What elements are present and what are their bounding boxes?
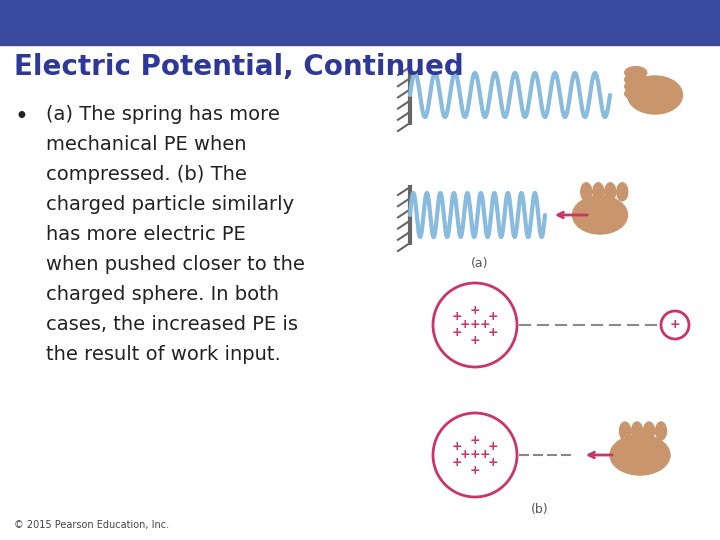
Text: +: + bbox=[469, 434, 480, 447]
Ellipse shape bbox=[628, 76, 683, 114]
Text: +: + bbox=[487, 456, 498, 469]
Text: +: + bbox=[469, 334, 480, 347]
Ellipse shape bbox=[644, 422, 654, 440]
Text: +: + bbox=[459, 319, 470, 332]
Text: +: + bbox=[487, 310, 498, 323]
Ellipse shape bbox=[625, 66, 647, 79]
Text: +: + bbox=[451, 327, 462, 340]
Ellipse shape bbox=[605, 183, 616, 201]
Ellipse shape bbox=[610, 435, 670, 475]
Text: +: + bbox=[469, 303, 480, 316]
Ellipse shape bbox=[619, 422, 631, 440]
Text: (a): (a) bbox=[472, 257, 489, 270]
Ellipse shape bbox=[655, 422, 667, 440]
Ellipse shape bbox=[581, 183, 592, 201]
Text: mechanical PE when: mechanical PE when bbox=[46, 135, 246, 154]
Ellipse shape bbox=[572, 196, 628, 234]
Text: +: + bbox=[451, 310, 462, 323]
Text: +: + bbox=[469, 463, 480, 476]
Text: charged sphere. In both: charged sphere. In both bbox=[46, 285, 279, 304]
Ellipse shape bbox=[625, 73, 647, 86]
Text: +: + bbox=[469, 319, 480, 332]
Text: compressed. (b) The: compressed. (b) The bbox=[46, 165, 247, 184]
Text: +: + bbox=[480, 449, 490, 462]
Text: © 2015 Pearson Education, Inc.: © 2015 Pearson Education, Inc. bbox=[14, 520, 169, 530]
Text: +: + bbox=[487, 441, 498, 454]
Text: •: • bbox=[14, 105, 28, 129]
Ellipse shape bbox=[625, 87, 647, 99]
Text: charged particle similarly: charged particle similarly bbox=[46, 195, 294, 214]
Text: +: + bbox=[459, 449, 470, 462]
Ellipse shape bbox=[617, 183, 628, 201]
Circle shape bbox=[661, 311, 689, 339]
Ellipse shape bbox=[593, 183, 604, 201]
Text: the result of work input.: the result of work input. bbox=[46, 345, 281, 364]
Text: +: + bbox=[480, 319, 490, 332]
Text: +: + bbox=[451, 456, 462, 469]
Text: +: + bbox=[451, 441, 462, 454]
Text: (a) The spring has more: (a) The spring has more bbox=[46, 105, 280, 124]
Text: +: + bbox=[469, 449, 480, 462]
Text: F: F bbox=[622, 435, 631, 450]
Text: +: + bbox=[670, 319, 680, 332]
Text: has more electric PE: has more electric PE bbox=[46, 225, 246, 244]
Circle shape bbox=[433, 283, 517, 367]
Text: when pushed closer to the: when pushed closer to the bbox=[46, 255, 305, 274]
Text: F: F bbox=[595, 195, 604, 210]
Ellipse shape bbox=[625, 80, 647, 92]
Bar bbox=[0, 0, 720, 45]
Text: +: + bbox=[487, 327, 498, 340]
Text: cases, the increased PE is: cases, the increased PE is bbox=[46, 315, 298, 334]
Text: Electric Potential, Continued: Electric Potential, Continued bbox=[14, 53, 464, 81]
Ellipse shape bbox=[631, 422, 642, 440]
Text: (b): (b) bbox=[531, 503, 549, 516]
Circle shape bbox=[433, 413, 517, 497]
